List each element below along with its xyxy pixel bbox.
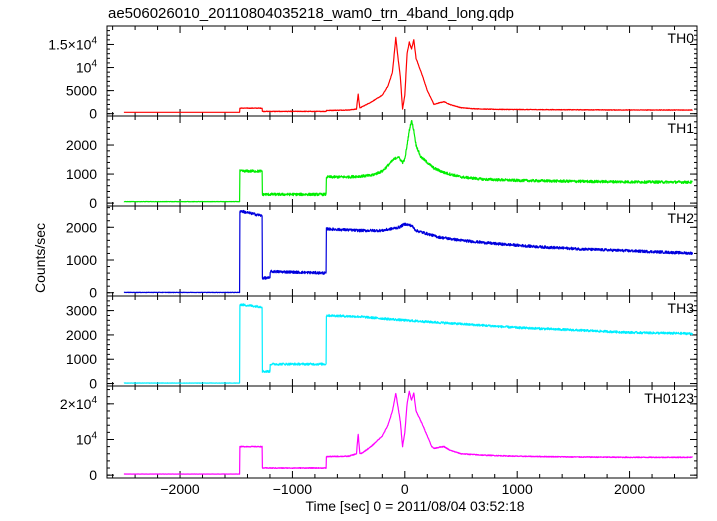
y-tick-label: 2000 <box>66 137 97 153</box>
panel-th0: TH0 0 5000 104 1.5×104 <box>48 25 698 122</box>
x-tick-label: 0 <box>401 481 409 497</box>
y-tick-label: 0 <box>89 467 97 483</box>
y-tick-label: 1000 <box>66 351 97 367</box>
panel-frame <box>106 295 698 387</box>
y-tick-label: 0 <box>89 106 97 122</box>
series-line-th2 <box>123 209 694 294</box>
panel-th2: TH2 0 1000 2000 <box>66 205 698 301</box>
y-tick-label: 1000 <box>66 252 97 268</box>
series-line-th0 <box>123 36 693 113</box>
y-tick-label: 1000 <box>66 166 97 182</box>
panel-th1: TH1 0 1000 2000 <box>66 115 698 211</box>
y-tick-label: 0 <box>89 195 97 211</box>
y-tick-label: 104 <box>76 59 98 76</box>
x-tick-label: −1000 <box>273 481 313 497</box>
panel-th0123: TH0123 0 104 2×104 <box>60 385 698 483</box>
series-line-th3 <box>123 303 694 384</box>
panel-label: TH0123 <box>644 390 694 406</box>
y-tick-label: 1.5×104 <box>48 35 97 52</box>
y-tick-label: 2000 <box>66 219 97 235</box>
y-tick-label: 0 <box>89 376 97 392</box>
x-axis-label: Time [sec] 0 = 2011/08/04 03:52:18 <box>305 498 524 514</box>
y-tick-label: 2×104 <box>60 395 98 412</box>
x-tick-label: −2000 <box>160 481 200 497</box>
y-axis-label: Counts/sec <box>32 223 48 293</box>
y-tick-label: 2000 <box>66 327 97 343</box>
y-tick-label: 5000 <box>66 83 97 99</box>
series-line-th1 <box>123 119 693 203</box>
panel-frame <box>106 385 698 479</box>
panel-th3: TH3 0 1000 2000 3000 <box>66 295 698 392</box>
panel-label: TH1 <box>668 120 695 136</box>
x-tick-labels: −2000 −1000 0 1000 2000 <box>160 481 645 497</box>
y-tick-label: 3000 <box>66 303 97 319</box>
panel-label: TH2 <box>668 210 695 226</box>
panel-label: TH3 <box>668 300 695 316</box>
y-tick-label: 104 <box>76 430 98 447</box>
panel-label: TH0 <box>668 30 695 46</box>
x-tick-label: 2000 <box>614 481 645 497</box>
panels-group: TH0 0 5000 104 1.5×104 TH1 0 1000 2000 TH2 0 1000 20… <box>48 25 698 497</box>
series-line-th0123 <box>123 390 693 475</box>
x-tick-label: 1000 <box>502 481 533 497</box>
y-tick-label: 0 <box>89 285 97 301</box>
chart-title: ae506026010_20110804035218_wam0_trn_4ban… <box>108 5 514 22</box>
